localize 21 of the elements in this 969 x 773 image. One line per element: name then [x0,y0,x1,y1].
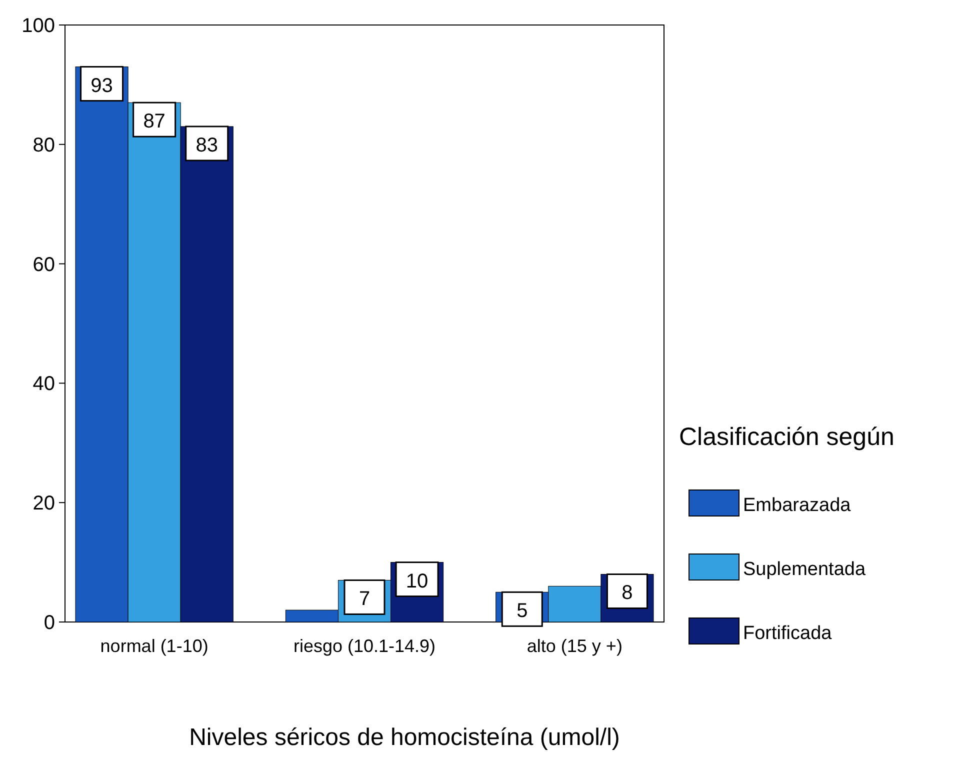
data-label: 7 [358,588,370,610]
x-tick-label: alto (15 y +) [526,636,622,656]
data-label: 87 [143,110,166,133]
data-label: 93 [90,74,113,97]
x-tick-label: riesgo (10.1-14.9) [293,636,436,656]
data-label: 83 [196,134,218,156]
y-tick-label: 0 [44,612,55,634]
legend-title: Clasificación según [679,423,894,451]
y-tick-label: 100 [22,15,55,37]
y-tick-label: 40 [32,373,55,396]
legend-label: Fortificada [743,623,832,644]
legend-label: Suplementada [743,559,866,580]
data-label: 10 [406,570,428,592]
x-axis-title: Niveles séricos de homocisteína (umol/l) [189,724,620,751]
y-tick-label: 80 [32,134,55,156]
y-tick-label: 60 [32,254,55,276]
legend-label: Embarazada [743,495,852,516]
y-tick-label: 20 [32,492,55,515]
data-label: 5 [516,600,528,622]
data-label: 8 [622,582,633,604]
x-tick-label: normal (1-10) [100,636,208,656]
